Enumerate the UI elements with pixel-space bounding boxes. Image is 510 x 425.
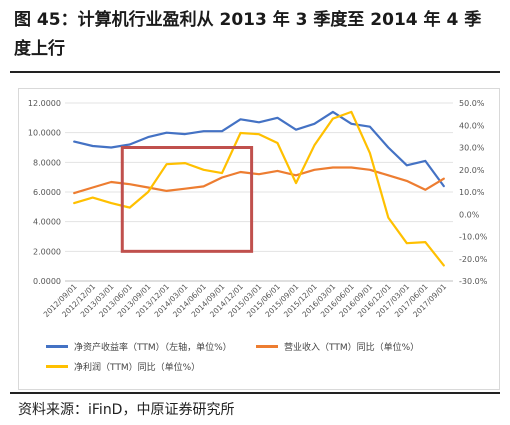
source-note: 资料来源：iFinD，中原证券研究所: [18, 402, 235, 418]
right-axis-tick-label: 0.0%: [459, 210, 480, 219]
left-axis-tick-label: 6.0000: [33, 188, 61, 197]
right-axis-tick-label: -10.0%: [459, 233, 488, 242]
right-axis-tick-label: -20.0%: [459, 255, 488, 264]
right-axis-tick-label: -30.0%: [459, 277, 488, 286]
highlight-box: [120, 146, 254, 253]
right-axis-tick-label: 40.0%: [459, 121, 485, 130]
figure-title: 图 45：计算机行业盈利从 2013 年 3 季度至 2014 年 4 季度上行: [14, 10, 482, 59]
left-axis-tick-label: 10.0000: [28, 129, 61, 138]
source-rule: [10, 392, 500, 394]
right-axis-tick-label: 20.0%: [459, 166, 485, 175]
left-axis-tick-label: 0.0000: [33, 277, 61, 286]
right-axis-tick-label: 10.0%: [459, 188, 485, 197]
chart-legend: 净资产收益率（TTM）（左轴，单位%） 营业收入（TTM）同比（单位%） 净利润…: [46, 338, 486, 382]
legend-swatch-revenue: [256, 345, 278, 348]
legend-swatch-profit: [46, 365, 68, 368]
chart-area: 0.0000 2.0000 4.0000 6.0000 8.0000 10.0000 12.…: [18, 88, 500, 390]
left-axis-tick-label: 12.0000: [28, 99, 61, 108]
line-chart: 0.0000 2.0000 4.0000 6.0000 8.0000 10.0000 12.…: [28, 99, 488, 319]
left-axis-tick-label: 4.0000: [33, 218, 61, 227]
series-line-1: [73, 110, 445, 188]
legend-swatch-roe: [46, 345, 68, 348]
series-line-3: [73, 110, 445, 267]
left-axis-tick-label: 2.0000: [33, 247, 61, 256]
legend-label-revenue: 营业收入（TTM）同比（单位%）: [284, 343, 420, 353]
series-line-2: [73, 166, 445, 195]
legend-label-profit: 净利润（TTM）同比（单位%）: [74, 363, 201, 373]
title-rule: [10, 71, 500, 73]
legend-item-roe: 净资产收益率（TTM）（左轴，单位%）: [46, 340, 232, 353]
legend-label-roe: 净资产收益率（TTM）（左轴，单位%）: [74, 343, 232, 353]
left-axis-tick-label: 8.0000: [33, 158, 61, 167]
right-axis-tick-label: 50.0%: [459, 99, 485, 108]
right-axis-tick-label: 30.0%: [459, 144, 485, 153]
legend-item-profit: 净利润（TTM）同比（单位%）: [46, 360, 200, 373]
legend-item-revenue: 营业收入（TTM）同比（单位%）: [256, 340, 419, 353]
